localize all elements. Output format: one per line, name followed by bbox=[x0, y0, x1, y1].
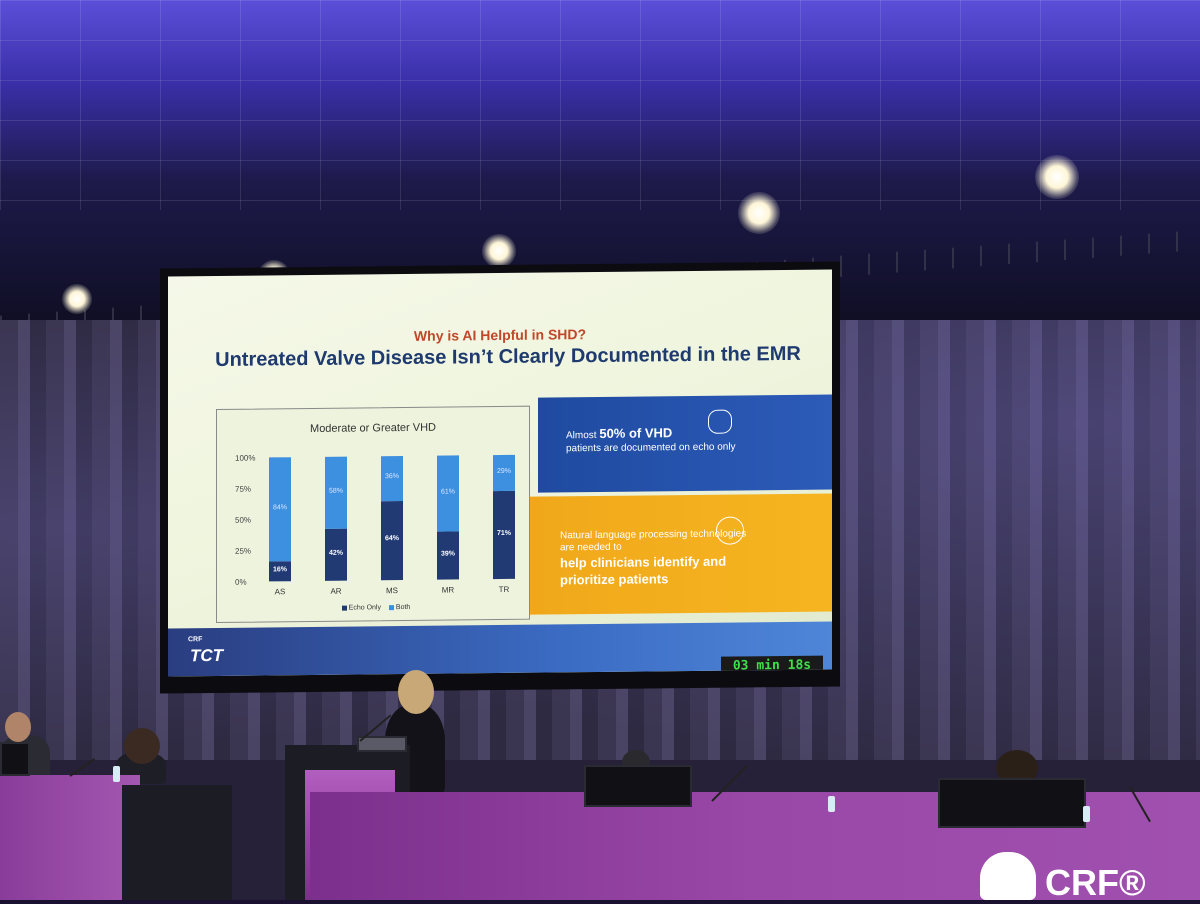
data-label: 42% bbox=[328, 549, 343, 557]
y-tick-label: 0% bbox=[235, 577, 247, 587]
bar-chart: Moderate or Greater VHD 100% 75% 50% 25%… bbox=[216, 405, 530, 623]
slide-title: Untreated Valve Disease Isn’t Clearly Do… bbox=[215, 342, 801, 371]
data-label: 36% bbox=[384, 473, 399, 481]
spotlight bbox=[482, 234, 516, 268]
legend-label: Both bbox=[395, 603, 411, 612]
spotlight bbox=[738, 192, 780, 234]
info-panel-echo-only: Almost 50% of VHD patients are documente… bbox=[538, 394, 832, 493]
chart-legend: Echo Only Both bbox=[217, 603, 529, 613]
spotlight bbox=[62, 284, 92, 314]
spotlight bbox=[1035, 155, 1079, 199]
laptop bbox=[584, 765, 692, 807]
info-panel-nlp: Natural language processing technologies… bbox=[530, 493, 832, 615]
data-label: 16% bbox=[272, 566, 287, 574]
x-tick-label: AR bbox=[330, 586, 342, 596]
info-lead: Almost bbox=[566, 429, 600, 442]
data-label: 71% bbox=[496, 529, 511, 538]
presentation-slide: Why is AI Helpful in SHD? Untreated Valv… bbox=[168, 269, 832, 677]
data-label: 58% bbox=[328, 487, 343, 495]
crf-heart-logo-icon bbox=[980, 852, 1036, 900]
brain-icon bbox=[716, 516, 744, 545]
ceiling-tiles bbox=[0, 0, 1200, 210]
speaker-timer: 03 min 18s bbox=[721, 655, 823, 677]
nlp-text-big: help clinicians identify and prioritize … bbox=[560, 553, 727, 588]
crf-small-logo: CRF bbox=[188, 636, 203, 644]
water-bottle bbox=[1083, 806, 1090, 822]
x-tick-label: TR bbox=[498, 584, 510, 595]
panelist-head bbox=[124, 728, 160, 764]
y-tick-label: 50% bbox=[235, 515, 252, 525]
panel-table-divider bbox=[122, 785, 232, 900]
legend-label: Echo Only bbox=[348, 604, 381, 612]
panel-table-left bbox=[0, 775, 140, 900]
y-tick-label: 100% bbox=[235, 453, 256, 463]
data-label: 39% bbox=[440, 550, 455, 558]
data-label: 29% bbox=[496, 467, 511, 476]
presenter-head bbox=[398, 670, 434, 714]
tct-logo: TCT bbox=[190, 645, 224, 666]
water-bottle bbox=[828, 796, 835, 812]
laptop bbox=[938, 778, 1086, 828]
legend-swatch-echo bbox=[341, 605, 347, 611]
data-label: 84% bbox=[272, 504, 287, 512]
y-tick-label: 25% bbox=[235, 546, 252, 556]
info-highlight: 50% of VHD bbox=[599, 425, 673, 441]
chart-title: Moderate or Greater VHD bbox=[310, 421, 436, 435]
crf-stage-logo: CRF® bbox=[1045, 862, 1146, 903]
legend-swatch-both bbox=[388, 604, 394, 610]
info-rest: patients are documented on echo only bbox=[566, 441, 736, 455]
x-tick-label: MR bbox=[441, 585, 455, 595]
laptop bbox=[357, 736, 407, 752]
data-label: 64% bbox=[384, 535, 399, 543]
x-tick-label: MS bbox=[386, 586, 398, 596]
x-tick-label: AS bbox=[274, 587, 286, 597]
projection-screen: Why is AI Helpful in SHD? Untreated Valv… bbox=[160, 261, 840, 694]
panelist-head bbox=[5, 712, 31, 742]
ultrasound-probe-icon bbox=[708, 409, 732, 434]
laptop bbox=[0, 742, 30, 776]
water-bottle bbox=[113, 766, 120, 782]
y-tick-label: 75% bbox=[235, 484, 252, 494]
data-label: 61% bbox=[440, 488, 455, 496]
